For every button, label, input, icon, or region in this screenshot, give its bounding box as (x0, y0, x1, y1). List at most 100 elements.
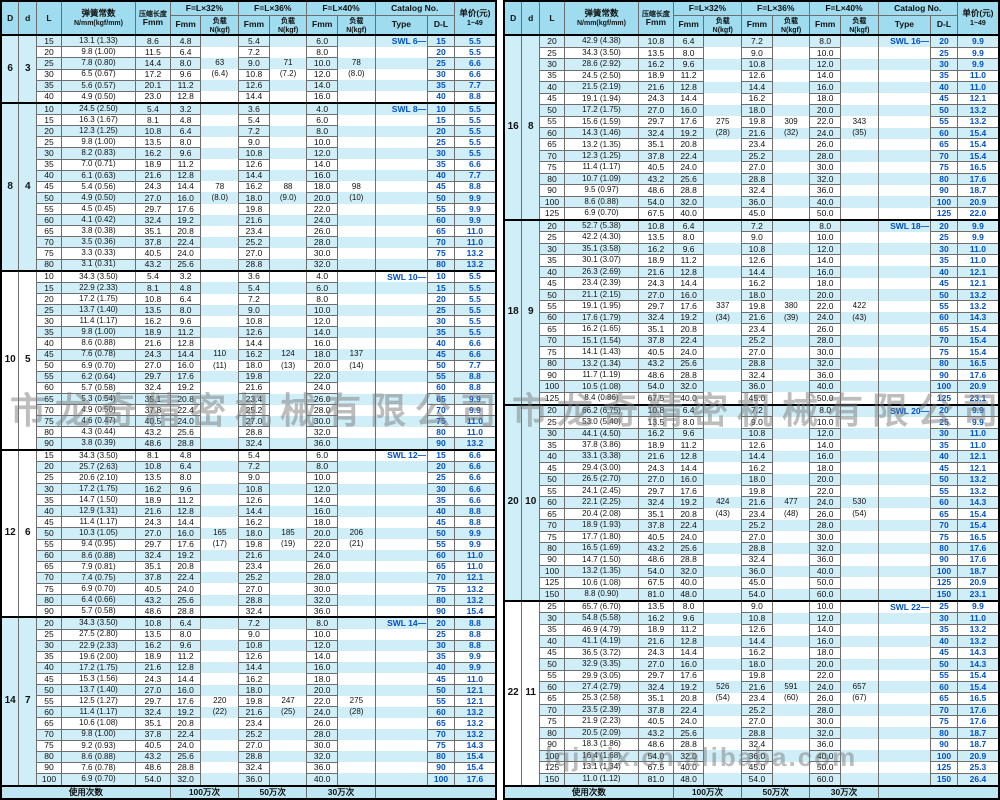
cell-catalog-number: 65 (427, 392, 455, 406)
cell-load36 (268, 415, 308, 427)
cell-compression-length: 67.5 (638, 391, 674, 406)
cell-f36: 36.0 (741, 380, 773, 393)
cell-spring-constant: 18.9 (1.93) (563, 519, 640, 532)
spring-row: 45 7.6 (0.78) 24.3 14.4 110 16.2 124 18.0 137 45 6… (1, 348, 497, 361)
spring-row: 75 14.1 (1.43) 40.5 24.0 27.0 30.0 75 15.4 (504, 346, 1000, 359)
spring-row: 20 17.2 (1.75) 10.8 6.4 7.2 8.0 20 5.5 (1, 293, 497, 306)
cell-catalog-type (374, 326, 429, 338)
spring-row: 70 23.5 (2.39) 37.8 22.4 25.2 28.0 70 17.6 (504, 703, 1000, 717)
cell-free-length: 45 (36, 672, 62, 686)
cell-catalog-type (374, 114, 429, 126)
cell-f40: 32.0 (809, 542, 842, 555)
spring-row: 15 22.9 (2.33) 8.1 4.8 5.4 6.0 15 5.5 (1, 281, 497, 295)
cell-catalog-number: 40 (427, 337, 455, 350)
cell-spring-constant: 19.1 (1.95) (563, 300, 640, 313)
spring-row: 65 16.2 (1.65) 35.1 20.8 23.4 26.0 65 15.4 (504, 323, 1000, 336)
cell-f32: 3.2 (169, 269, 202, 283)
cell-f40: 28.0 (809, 519, 842, 532)
cell-unit-price: 11.0 (956, 612, 1000, 625)
cell-unit-price: 11.0 (956, 438, 1000, 452)
cell-f36: 19.8 (238, 370, 270, 383)
spring-row: 25 9.8 (1.00) 13.5 8.0 9.0 10.0 25 5.5 (1, 136, 497, 149)
spring-row: 100 8.6 (0.88) 54.0 32.0 36.0 40.0 100 20.9 (504, 195, 1000, 209)
cell-f32: 6.4 (672, 34, 705, 48)
cell-f40: 18.0 (809, 92, 842, 106)
cell-catalog-type (877, 184, 932, 197)
cell-f36: 21.6 (238, 214, 270, 227)
spring-row: 45 36.5 (3.72) 24.3 14.4 16.2 18.0 45 14.3 (504, 646, 1000, 660)
cell-load40 (840, 289, 879, 301)
cell-catalog-type (877, 323, 932, 336)
cell-load36: 88 (268, 181, 308, 193)
cell-f32: 28.8 (169, 761, 202, 774)
cell-unit-price: 12.1 (453, 571, 497, 584)
spring-row: 35 30.1 (3.07) 18.9 11.2 12.6 14.0 35 11.0 (504, 254, 1000, 267)
cell-catalog-type (374, 415, 429, 427)
cell-load36 (268, 125, 308, 137)
cell-catalog-type (877, 416, 932, 429)
cell-compression-length: 18.9 (135, 494, 171, 507)
cell-f32: 8.0 (672, 599, 705, 614)
cell-load32 (200, 640, 240, 652)
cell-f40: 12.0 (809, 612, 842, 625)
cell-f36: 36.0 (741, 565, 773, 578)
cell-catalog-type (877, 658, 932, 671)
cell-compression-length: 18.9 (638, 254, 674, 267)
cell-load40 (840, 184, 879, 197)
cell-spring-constant: 4.9 (0.50) (60, 404, 137, 417)
cell-load40 (337, 170, 376, 182)
cell-load40 (337, 629, 376, 641)
cell-f40: 36.0 (306, 605, 339, 618)
cell-compression-length: 18.9 (135, 650, 171, 663)
cell-unit-price: 17.6 (956, 715, 1000, 728)
cell-unit-price: 13.2 (453, 582, 497, 596)
cell-compression-length: 37.8 (135, 404, 171, 417)
spring-row: 45 29.4 (3.00) 24.3 14.4 16.2 18.0 45 12.1 (504, 461, 1000, 475)
cell-spring-constant: 17.2 (1.75) (60, 482, 137, 496)
cell-catalog-number: 80 (930, 357, 958, 371)
cell-f36: 32.4 (741, 184, 773, 197)
cell-unit-price: 13.2 (956, 623, 1000, 637)
cell-catalog-number: 90 (930, 184, 958, 197)
spring-row: 6 3 15 13.1 (1.33) 8.6 4.8 5.4 6.0 SWL 6— 15 5.5 (0, 34, 497, 104)
cell-f40: 60.0 (809, 588, 842, 602)
cell-load36 (268, 616, 308, 630)
header-load: 负载 N(kgf) (771, 14, 811, 36)
cell-f32: 48.0 (672, 588, 705, 602)
cell-free-length: 75 (539, 715, 565, 728)
cell-compression-length: 27.0 (638, 658, 674, 671)
spring-row: 30 44.1 (4.50) 16.2 9.6 10.8 12.0 30 11.0 (504, 427, 1000, 441)
cell-unit-price: 6.6 (453, 471, 497, 485)
cycles-36: 50万次 (238, 785, 308, 800)
cell-spring-constant: 7.4 (0.75) (60, 571, 137, 584)
header-d: d (521, 0, 541, 36)
usage-cycles-label: 使用次数 (0, 785, 171, 800)
cell-catalog-type (374, 192, 429, 204)
cell-compression-length: 21.6 (135, 169, 171, 182)
cell-load36 (771, 635, 811, 648)
cell-load36 (771, 277, 811, 290)
cell-spring-constant: 5.7 (0.58) (60, 605, 137, 618)
cell-f40: 18.0 (809, 646, 842, 660)
cell-unit-price: 22.0 (956, 207, 1000, 221)
cell-load32 (200, 236, 240, 248)
cell-f32: 12.8 (672, 81, 705, 94)
cell-load32: (11) (200, 360, 240, 372)
cell-load32: 337 (703, 300, 743, 313)
cell-f36: 28.8 (238, 426, 270, 439)
cell-f40: 12.0 (809, 242, 842, 256)
cell-unit-price: 15.4 (453, 761, 497, 774)
cell-free-length: 25 (36, 136, 62, 149)
cell-compression-length: 35.1 (638, 323, 674, 336)
cell-compression-length: 21.6 (135, 505, 171, 518)
cell-f36: 19.8 (741, 484, 773, 498)
cell-load36 (771, 647, 811, 659)
cell-spring-constant: 12.3 (1.25) (563, 149, 640, 163)
cell-compression-length: 54.0 (638, 749, 674, 763)
cell-f40: 30.0 (306, 582, 339, 596)
header-load: 负载 N(kgf) (703, 14, 743, 36)
cell-unit-price: 8.8 (453, 516, 497, 529)
cell-catalog-number: 90 (427, 437, 455, 451)
cell-catalog-number: 70 (930, 149, 958, 163)
